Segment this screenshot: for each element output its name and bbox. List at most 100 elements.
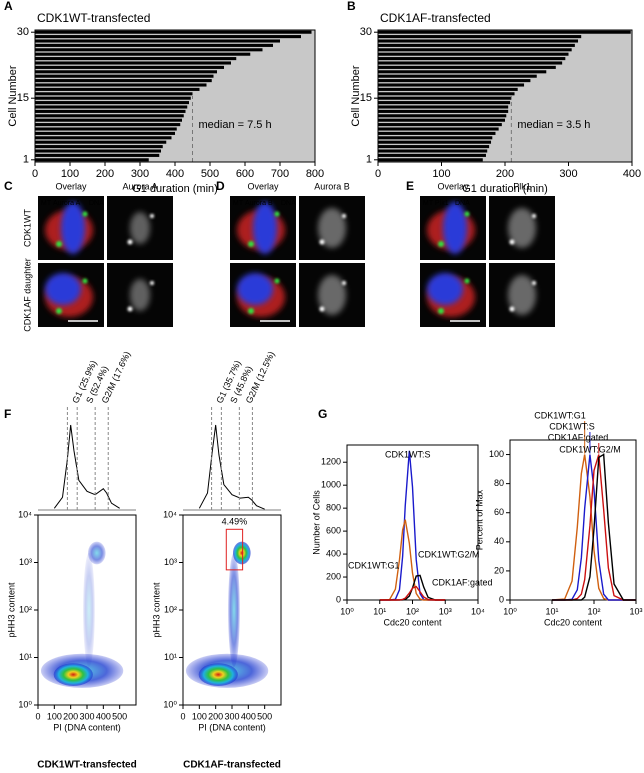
dna [45, 273, 81, 305]
bar [378, 48, 572, 52]
x-tick-label: 700 [271, 168, 289, 180]
x-tick-label: 300 [131, 168, 149, 180]
bar [378, 87, 518, 91]
density-mitotic [232, 541, 251, 565]
bar [35, 83, 207, 87]
signal-spot [509, 306, 515, 312]
row-label: CDK1AF daughter [22, 258, 32, 332]
x-tick-label: 400 [241, 711, 256, 721]
x-tick-label: 600 [236, 168, 254, 180]
bar [378, 153, 486, 157]
y-tick-label: 1200 [321, 457, 341, 467]
x-tick-label: 500 [201, 168, 219, 180]
signal-spot [532, 214, 536, 218]
x-tick-label: 400 [166, 168, 184, 180]
panel-letter: F [4, 407, 11, 421]
stain-label: DNA [455, 200, 470, 207]
x-tick-label: 10⁴ [471, 606, 485, 616]
y-axis-label: Percent of Max [474, 489, 484, 550]
bar [35, 105, 188, 109]
bar [35, 87, 200, 91]
bar [35, 109, 186, 113]
x-axis-label: PI (DNA content) [198, 722, 266, 732]
histogram-line [552, 454, 636, 601]
x-tick-label: 10⁰ [503, 606, 517, 616]
bar [35, 74, 214, 78]
x-tick-label: 10¹ [373, 606, 386, 616]
x-tick-label: 10³ [629, 606, 642, 616]
x-tick-label: 10² [587, 606, 600, 616]
bar [378, 105, 509, 109]
x-tick-label: 0 [180, 711, 185, 721]
bar [35, 127, 177, 131]
density-stream [228, 553, 240, 667]
bar [378, 114, 507, 118]
x-tick-label: 200 [63, 711, 78, 721]
signal [508, 275, 536, 315]
signal-spot [150, 214, 154, 218]
bar [35, 114, 184, 118]
x-tick-label: 200 [496, 168, 514, 180]
row-label: CDK1WT [22, 208, 32, 247]
bar [35, 145, 163, 149]
y-tick-label: 1 [366, 154, 372, 166]
x-tick-label: 400 [96, 711, 111, 721]
bar [35, 39, 280, 43]
y-tick-label: 1 [23, 154, 29, 166]
x-tick-label: 500 [257, 711, 272, 721]
series-label: CDK1AF:gated [548, 432, 609, 442]
x-tick-label: 100 [61, 168, 79, 180]
bar [35, 136, 172, 140]
dna [443, 202, 467, 254]
bar [35, 131, 175, 135]
protein-spot [464, 278, 470, 284]
bar [35, 57, 237, 61]
y-tick-label: 10⁰ [163, 699, 177, 709]
protein-spot [248, 241, 254, 247]
column-label: Overlay [437, 181, 469, 191]
protein-spot [274, 211, 280, 217]
y-tick-label: 40 [494, 536, 504, 546]
signal-spot [319, 239, 325, 245]
y-tick-label: 30 [17, 26, 29, 38]
bar [35, 149, 161, 153]
x-tick-label: 10³ [439, 606, 452, 616]
stain-label: Plk1 [435, 200, 449, 207]
micrograph [299, 263, 365, 327]
bar [378, 30, 631, 34]
x-tick-label: 500 [112, 711, 127, 721]
density-core [53, 663, 93, 686]
signal [508, 208, 536, 248]
density-core [198, 663, 238, 686]
bar [35, 35, 301, 39]
x-axis-label: G1 duration (min) [132, 183, 218, 195]
series-label: CDK1WT:G2/M [418, 549, 480, 559]
x-tick-label: 300 [79, 711, 94, 721]
panel-letter: B [347, 0, 356, 13]
caption: CDK1WT-transfected [37, 760, 136, 771]
micrograph [38, 263, 104, 327]
histogram [53, 424, 120, 509]
stain-label: DNA [281, 200, 296, 207]
histogram-line [379, 585, 446, 601]
x-tick-label: 300 [559, 168, 577, 180]
signal-spot [127, 306, 133, 312]
panel-letter: G [318, 407, 327, 421]
protein-spot [438, 241, 444, 247]
bar [378, 96, 512, 100]
x-tick-label: 800 [306, 168, 324, 180]
caption: CDK1AF-transfected [183, 760, 281, 771]
chart-title: CDK1AF-transfected [380, 11, 491, 25]
x-tick-label: 300 [224, 711, 239, 721]
bar [378, 158, 483, 162]
stain-label: Aurora B [245, 200, 273, 207]
bar [378, 145, 490, 149]
bar [35, 158, 149, 162]
protein-spot [56, 308, 62, 314]
column-label: Overlay [247, 181, 279, 191]
x-tick-label: 10⁰ [340, 606, 354, 616]
signal-spot [319, 306, 325, 312]
signal [318, 208, 346, 248]
micrograph [230, 263, 296, 327]
signal-spot [342, 281, 346, 285]
